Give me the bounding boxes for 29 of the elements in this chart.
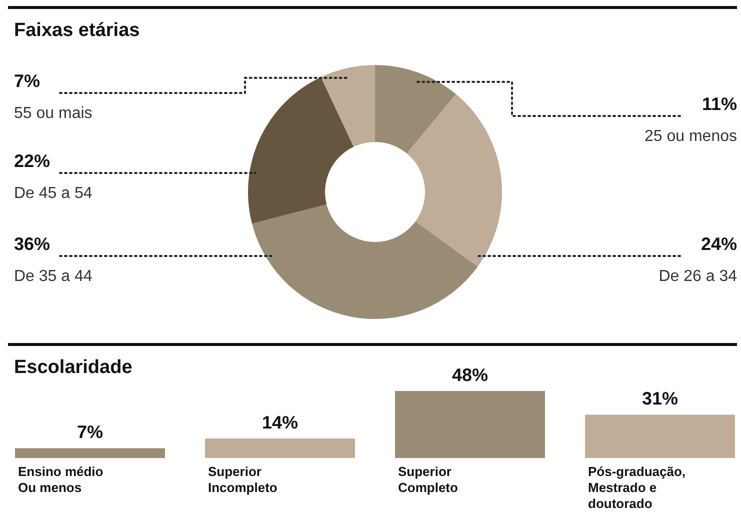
donut-slice	[248, 77, 354, 224]
x-tick-label: Superior Incompleto	[208, 464, 278, 495]
slice-label: De 45 a 54	[14, 185, 92, 202]
donut-slice	[320, 65, 375, 147]
data-label: 14%	[262, 412, 298, 432]
bar	[585, 414, 735, 458]
chart-title: Escolaridade	[14, 357, 132, 378]
x-tick-label: Pós-graduação, Mestrado e doutorado	[588, 464, 686, 511]
x-tick-label: Ensino médio Ou menos	[18, 464, 104, 495]
donut-slice	[375, 65, 456, 154]
slice-label: 25 ou menos	[644, 128, 737, 145]
donut-slice	[252, 204, 478, 319]
data-label: 36%	[14, 234, 50, 254]
data-label: 22%	[14, 151, 50, 171]
bar	[15, 448, 165, 458]
data-label: 24%	[700, 234, 737, 254]
data-label: 31%	[642, 388, 678, 409]
chart-title: Faixas etárias	[14, 20, 140, 41]
bar	[395, 391, 545, 458]
data-label: 7%	[14, 71, 40, 91]
x-tick-label: Superior Completo	[398, 464, 458, 495]
slice-label: De 26 a 34	[658, 268, 738, 285]
donut-slice	[406, 94, 502, 267]
data-label: 7%	[76, 422, 104, 442]
data-label: 48%	[452, 365, 488, 385]
slice-label: 55 ou mais	[14, 105, 92, 122]
bar	[205, 438, 355, 458]
slice-label: De 35 a 44	[14, 268, 92, 285]
data-label: 11%	[702, 94, 737, 114]
